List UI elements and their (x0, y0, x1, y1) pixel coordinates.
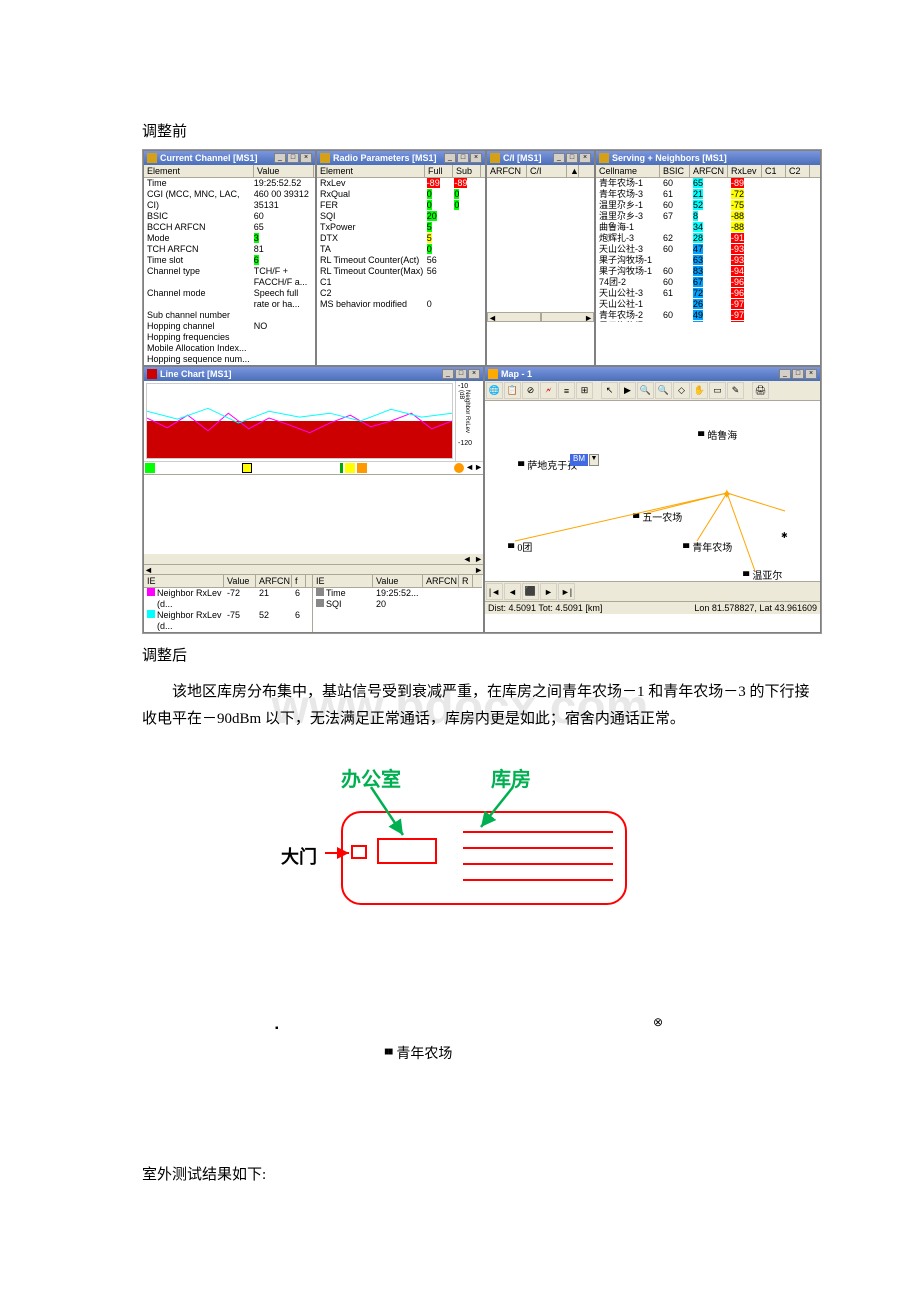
tool-button[interactable]: ◇ (673, 382, 690, 399)
tool-button[interactable]: ≡ (558, 382, 575, 399)
close-button[interactable]: × (468, 369, 480, 379)
panel-title: C/I [MS1] (503, 153, 553, 163)
panel-title: Radio Parameters [MS1] (333, 153, 444, 163)
hscrollbar[interactable]: ◄► (144, 564, 483, 574)
panel-icon (320, 153, 330, 163)
table-header: Cellname BSIC ARFCN RxLev C1 C2 (596, 165, 820, 178)
nav-stop-button[interactable]: ⬛ (522, 583, 539, 600)
close-button[interactable]: × (579, 153, 591, 163)
map-point: ▪ (275, 1023, 279, 1034)
base-station-label: ▝▘青年农场 (381, 1043, 452, 1063)
map-star-icon: ✦ (721, 486, 733, 503)
tool-button[interactable]: 🖨 (752, 382, 769, 399)
close-button[interactable]: × (300, 153, 312, 163)
close-button[interactable]: × (805, 369, 817, 379)
outdoor-test-label: 室外测试结果如下: (142, 1163, 820, 1184)
tool-button[interactable]: ✋ (691, 382, 708, 399)
close-button[interactable]: × (470, 153, 482, 163)
minimize-button[interactable]: _ (274, 153, 286, 163)
tool-button[interactable]: 🗲 (540, 382, 557, 399)
radio-params-titlebar[interactable]: Radio Parameters [MS1] _□× (317, 151, 485, 165)
maximize-button[interactable]: □ (455, 369, 467, 379)
drive-test-screenshot: Current Channel [MS1] _□× Element Value … (142, 149, 822, 634)
panel-title: Line Chart [MS1] (160, 369, 442, 379)
panel-title: Current Channel [MS1] (160, 153, 274, 163)
site-diagram: 办公室 库房 大门 ▪ ⊗ ▝▘青年农场 (281, 763, 681, 1143)
map-icon (488, 369, 498, 379)
chart-icon (147, 369, 157, 379)
maximize-button[interactable]: □ (457, 153, 469, 163)
tool-button[interactable]: ▶ (619, 382, 636, 399)
maximize-button[interactable]: □ (287, 153, 299, 163)
panel-title: Serving + Neighbors [MS1] (612, 153, 817, 163)
radio-params-rows: RxLev-89-89RxQual00FER00SQI20TxPower5DTX… (317, 178, 485, 310)
nav-prev-button[interactable]: ◄ (504, 583, 521, 600)
ci-titlebar[interactable]: C/I [MS1] _□× (487, 151, 594, 165)
table-header: Element Value (144, 165, 315, 178)
tool-button[interactable]: 🌐 (486, 382, 503, 399)
caption-after: 调整后 (142, 644, 820, 665)
dropdown-button[interactable]: ▼ (589, 454, 599, 466)
nav-next-button[interactable]: ► (540, 583, 557, 600)
scroll-arrows[interactable]: ◄► (465, 462, 483, 474)
nav-first-button[interactable]: |◄ (486, 583, 503, 600)
rxlev-chart (146, 383, 453, 459)
panel-title: Map - 1 (501, 369, 779, 379)
tool-button[interactable]: 📋 (504, 382, 521, 399)
maximize-button[interactable]: □ (792, 369, 804, 379)
chart-blank-area (144, 474, 483, 554)
neighbors-titlebar[interactable]: Serving + Neighbors [MS1] (596, 151, 820, 165)
maximize-button[interactable]: □ (566, 153, 578, 163)
panel-icon (147, 153, 157, 163)
current-channel-titlebar[interactable]: Current Channel [MS1] _□× (144, 151, 315, 165)
map-marker: BM (570, 454, 588, 466)
minimize-button[interactable]: _ (553, 153, 565, 163)
map-point: ⊗ (653, 1015, 663, 1030)
ci-body (487, 178, 594, 312)
map-statusbar: Dist: 4.5091 Tot: 4.5091 [km] Lon 81.578… (485, 601, 820, 614)
marker-start (145, 463, 155, 473)
analysis-paragraph: 该地区库房分布集中，基站信号受到衰减严重，在库房之间青年农场－1 和青年农场－3… (142, 679, 820, 733)
table-header: Element Full Sub (317, 165, 485, 178)
chart-yaxis: -10 Neighbor RxLev (dB -120 (455, 381, 483, 461)
tool-button[interactable]: ▭ (709, 382, 726, 399)
minimize-button[interactable]: _ (779, 369, 791, 379)
tool-button[interactable]: ✎ (727, 382, 744, 399)
nav-last-button[interactable]: ►| (558, 583, 575, 600)
map-nav-toolbar: |◄ ◄ ⬛ ► ►| (485, 581, 820, 601)
current-channel-rows: Time19:25:52.52CGI (MCC, MNC, LAC, CI)46… (144, 178, 315, 365)
panel-icon (599, 153, 609, 163)
line-chart-titlebar[interactable]: Line Chart [MS1] _□× (144, 367, 483, 381)
zoom-out-button[interactable]: 🔍 (655, 382, 672, 399)
map-toolbar: 🌐 📋 ⊘ 🗲 ≡ ⊞ ↖ ▶ 🔍 🔍 ◇ ✋ ▭ ✎ 🖨 (485, 381, 820, 401)
table-header: ARFCN C/I ▲ (487, 165, 594, 178)
tool-button[interactable]: ⊞ (576, 382, 593, 399)
tool-button[interactable]: ⊘ (522, 382, 539, 399)
map-dot: ✱ (781, 531, 788, 540)
neighbors-rows: 青年农场-16065-89青年农场-36121-72温里尕乡-16052-75温… (596, 178, 820, 322)
minimize-button[interactable]: _ (442, 369, 454, 379)
zoom-in-button[interactable]: 🔍 (637, 382, 654, 399)
pointer-tool[interactable]: ↖ (601, 382, 618, 399)
map-titlebar[interactable]: Map - 1 _□× (485, 367, 820, 381)
scrollbar[interactable]: ◄ (487, 312, 541, 322)
scroll-arrows[interactable]: ◄ ► (463, 554, 483, 564)
minimize-button[interactable]: _ (444, 153, 456, 163)
caption-before: 调整前 (142, 120, 820, 141)
map-canvas[interactable]: ▝▘皓鲁海▝▘萨地克于孜▝▘五一农场▝▘0团▝▘青年农场▝▘温亚尔 ✦ BM ▼… (485, 401, 820, 581)
panel-icon (490, 153, 500, 163)
